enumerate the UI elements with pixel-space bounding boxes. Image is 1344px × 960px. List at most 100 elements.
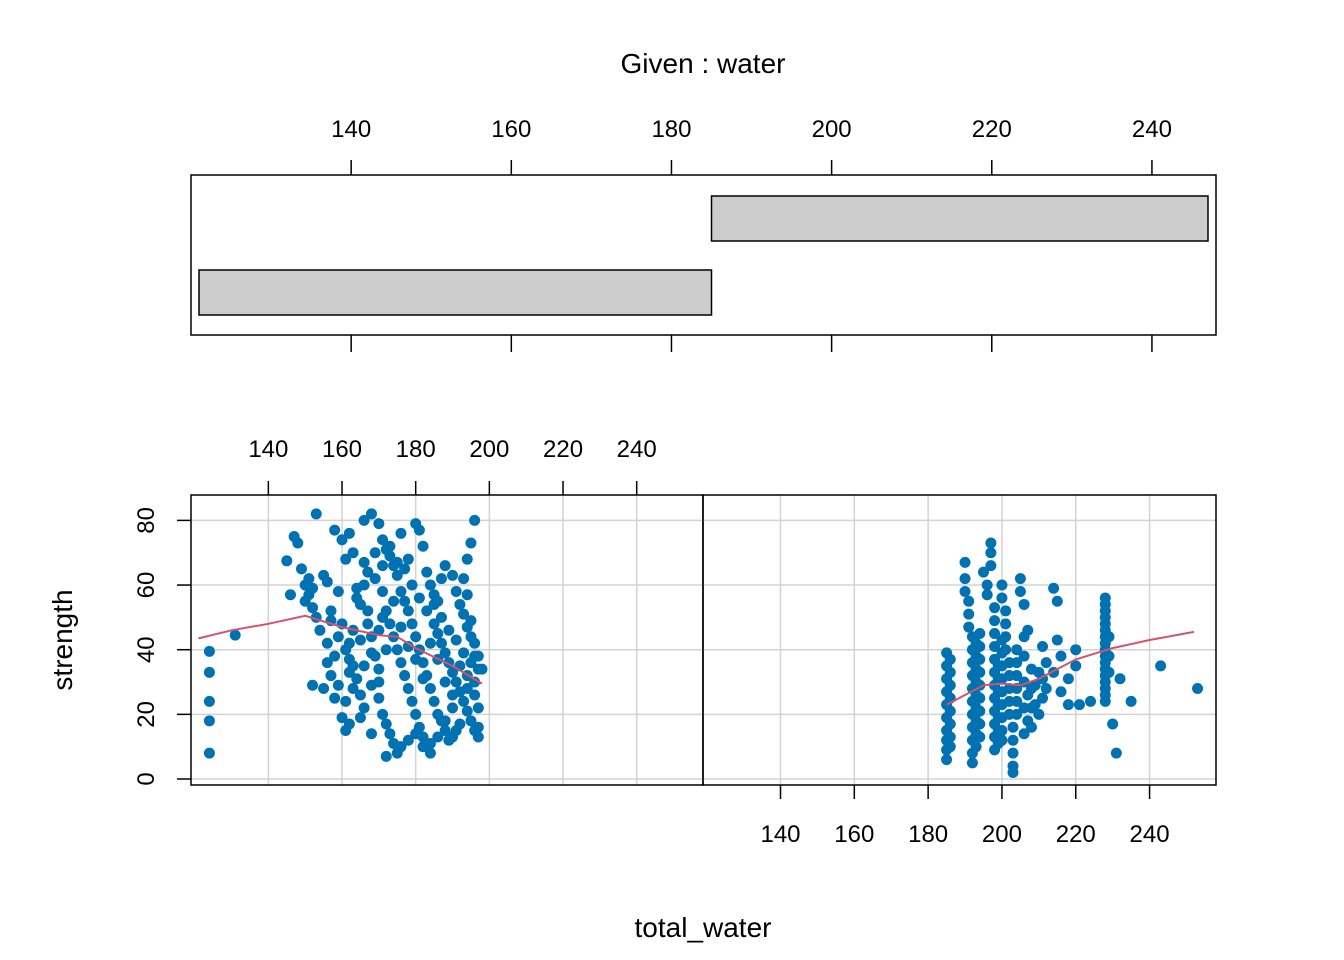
data-point [465, 537, 477, 549]
data-point [439, 715, 451, 727]
data-point [1107, 718, 1119, 730]
data-point [1051, 595, 1063, 607]
data-point [380, 644, 392, 656]
data-point [1103, 666, 1115, 678]
data-point [358, 702, 370, 714]
data-point [410, 708, 422, 720]
data-point [365, 679, 377, 691]
data-point [402, 640, 414, 652]
data-point [1037, 640, 1049, 652]
data-point [944, 705, 956, 717]
given-tick-label: 240 [1132, 116, 1172, 143]
data-point [406, 695, 418, 707]
data-point [318, 682, 330, 694]
data-point [303, 589, 315, 601]
x-tick-label: 160 [322, 436, 362, 463]
data-point [1011, 670, 1023, 682]
y-axis-title: strength [47, 589, 78, 690]
data-point [373, 518, 385, 530]
y-tick-label: 60 [133, 572, 160, 599]
data-point [402, 734, 414, 746]
data-point [450, 676, 462, 688]
data-point [1048, 582, 1060, 594]
data-point [1014, 573, 1026, 585]
data-point [963, 595, 975, 607]
data-point [469, 676, 481, 688]
x-tick-label: 200 [469, 436, 509, 463]
data-point [977, 566, 989, 578]
data-point [354, 689, 366, 701]
data-point [435, 637, 447, 649]
x-tick-label: 140 [248, 436, 288, 463]
smooth-line [198, 614, 483, 685]
data-point [358, 660, 370, 672]
data-point [373, 692, 385, 704]
given-panel-title: Given : water [621, 48, 786, 79]
data-point [292, 537, 304, 549]
data-point [1062, 699, 1074, 711]
data-point [421, 566, 433, 578]
data-point [325, 670, 337, 682]
data-point [989, 602, 1001, 614]
data-point [395, 621, 407, 633]
data-point [428, 598, 440, 610]
data-point [1000, 618, 1012, 630]
y-tick-label: 0 [133, 772, 160, 785]
data-point [996, 592, 1008, 604]
data-point [384, 540, 396, 552]
data-point [439, 725, 451, 737]
data-point [476, 663, 488, 675]
data-point [343, 527, 355, 539]
data-point [450, 634, 462, 646]
data-point [1103, 650, 1115, 662]
data-point [336, 712, 348, 724]
data-point [329, 650, 341, 662]
given-tick-label: 160 [491, 116, 531, 143]
data-point [229, 629, 241, 641]
data-point [428, 695, 440, 707]
data-point [380, 750, 392, 762]
data-point [321, 637, 333, 649]
data-point [1014, 586, 1026, 598]
data-point [970, 741, 982, 753]
data-point [1018, 650, 1030, 662]
data-point [1033, 708, 1045, 720]
data-point [469, 514, 481, 526]
smooth-line [946, 630, 1195, 706]
data-point [941, 754, 953, 766]
y-tick-label: 20 [133, 701, 160, 728]
data-point [354, 634, 366, 646]
data-point [203, 645, 215, 657]
data-point [1018, 598, 1030, 610]
data-point [989, 640, 1001, 652]
data-point [314, 624, 326, 636]
data-point [365, 728, 377, 740]
data-point [974, 692, 986, 704]
given-interval-bar [710, 195, 1209, 242]
x-tick-label: 240 [617, 436, 657, 463]
data-point [413, 524, 425, 536]
data-point [989, 628, 1001, 640]
data-point [203, 715, 215, 727]
data-point [343, 666, 355, 678]
data-point [469, 689, 481, 701]
data-point [996, 579, 1008, 591]
scatter-panel-1: 140 160 180 200 220 240 0 20 40 60 80 [133, 436, 704, 786]
data-point [974, 705, 986, 717]
data-point [369, 650, 381, 662]
data-point [959, 586, 971, 598]
data-point [406, 618, 418, 630]
x-tick-label: 180 [908, 821, 948, 848]
data-point [351, 592, 363, 604]
data-point [362, 566, 374, 578]
data-point [358, 514, 370, 526]
y-tick-label: 80 [133, 507, 160, 534]
data-point [458, 573, 470, 585]
x-tick-label: 180 [396, 436, 436, 463]
given-tick-label: 220 [972, 116, 1012, 143]
data-point [1007, 767, 1019, 779]
data-point [461, 553, 473, 565]
data-point [321, 576, 333, 588]
data-point [974, 666, 986, 678]
x-tick-label: 140 [760, 821, 800, 848]
